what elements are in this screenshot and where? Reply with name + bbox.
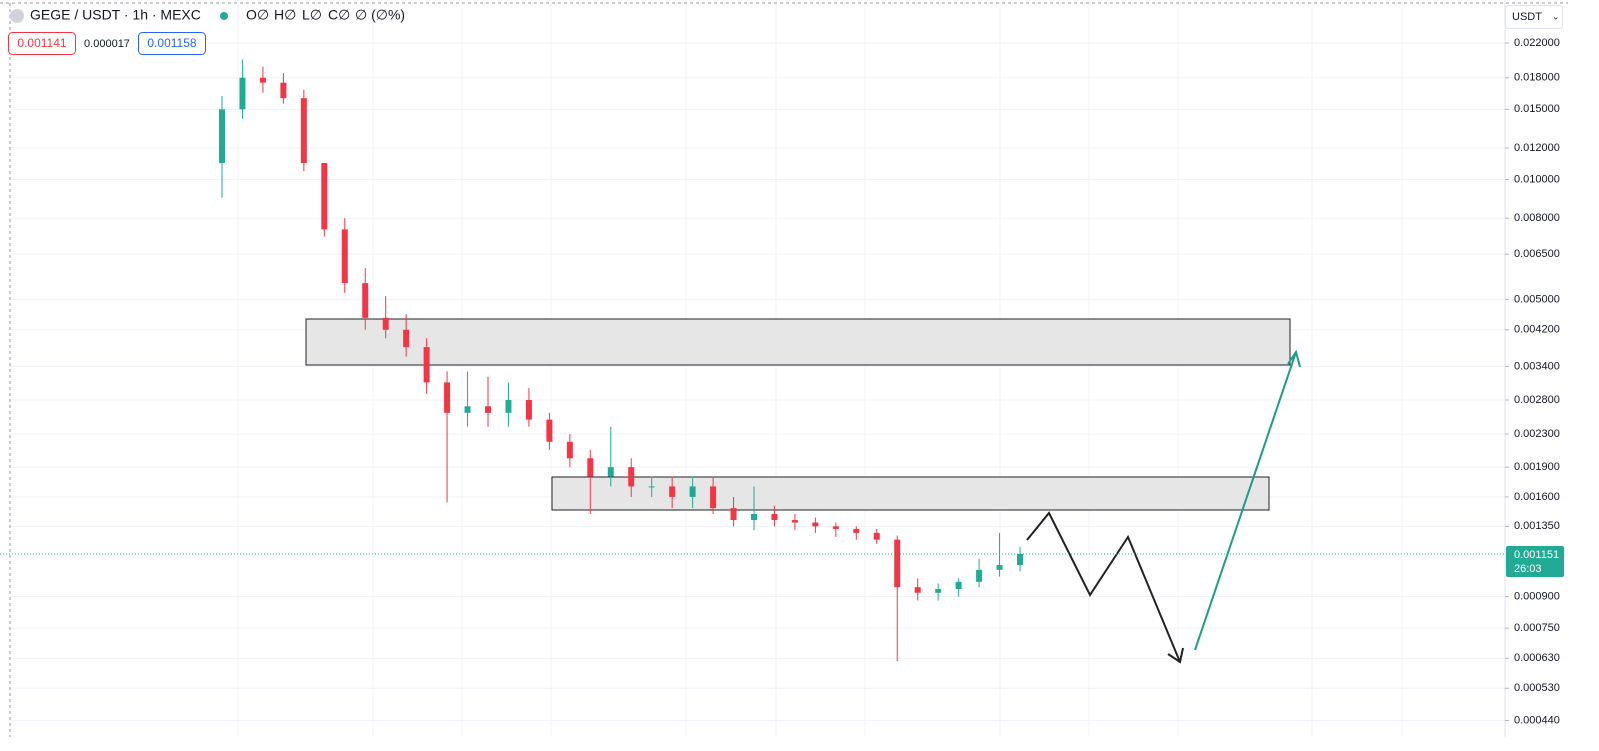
- projection-path: [1026, 511, 1181, 663]
- candle-body: [791, 520, 798, 523]
- candle-body: [689, 486, 696, 497]
- candle-body: [444, 382, 451, 413]
- y-tick-label: 0.002300: [1514, 428, 1560, 440]
- currency-dropdown[interactable]: [1505, 5, 1563, 29]
- y-tick-label: 0.000750: [1514, 622, 1560, 634]
- last-price: 0.001151: [1514, 549, 1559, 561]
- symbol-icon: [10, 9, 24, 23]
- y-tick-label: 0.022000: [1514, 37, 1560, 49]
- candle-body: [464, 406, 471, 413]
- sell-button[interactable]: [8, 32, 76, 55]
- candle-body: [669, 486, 676, 497]
- vertical-grid: [237, 0, 1403, 737]
- target-arrow: [1194, 351, 1297, 651]
- candles: [219, 59, 1023, 662]
- candle-body: [730, 508, 737, 521]
- y-tick-label: 0.001900: [1514, 461, 1560, 473]
- candle-body: [935, 589, 942, 593]
- candle-body: [996, 564, 1003, 570]
- ohlc-change: ∅ (∅%): [355, 7, 405, 23]
- y-tick-label: 0.010000: [1514, 173, 1560, 185]
- candle-body: [955, 581, 962, 590]
- candle-body: [280, 82, 287, 99]
- y-tick-label: 0.000530: [1514, 682, 1560, 694]
- candle-body: [485, 406, 491, 413]
- candle-body: [219, 109, 225, 164]
- candle-body: [239, 77, 246, 110]
- ask[interactable]: 0.001158: [147, 36, 196, 50]
- candle-body: [812, 522, 819, 527]
- support-zone: [551, 476, 1270, 511]
- dropdown-caret: ⌄: [1552, 11, 1560, 21]
- y-tick-label: 0.001350: [1514, 520, 1560, 532]
- candle-body: [853, 528, 860, 533]
- ohlc-h: H∅: [274, 7, 296, 23]
- y-tick-label: 0.002800: [1514, 394, 1560, 406]
- price-axis: 0.022000 0.018000 0.015000 0.012000 0.010000…: [1505, 37, 1560, 726]
- y-tick-label: 0.015000: [1514, 103, 1560, 115]
- candle-body: [976, 569, 983, 582]
- arrow-head: [1167, 647, 1184, 664]
- candle-body: [423, 347, 430, 383]
- candle-body: [751, 513, 757, 521]
- candle-body: [546, 419, 553, 442]
- last-price-box: [1506, 545, 1564, 577]
- horizontal-grid: [10, 42, 1505, 721]
- spread: 0.000017: [84, 38, 130, 50]
- candle-body: [832, 526, 839, 529]
- y-tick-label: 0.008000: [1514, 212, 1560, 224]
- candle-body: [873, 532, 880, 540]
- candle-body: [300, 98, 307, 164]
- bid[interactable]: 0.001141: [17, 36, 66, 50]
- ohlc-o: O∅: [246, 7, 269, 23]
- y-tick-label: 0.006500: [1514, 248, 1560, 260]
- candle-body: [566, 441, 573, 459]
- currency[interactable]: USDT: [1512, 11, 1542, 23]
- y-tick-label: 0.000440: [1514, 714, 1560, 726]
- candle-body: [628, 467, 635, 487]
- ohlc-c: C∅: [328, 7, 350, 23]
- y-tick-label: 0.018000: [1514, 72, 1560, 84]
- market-status: [220, 12, 228, 20]
- arrow-head: [1287, 349, 1301, 368]
- resistance-zone: [305, 318, 1291, 366]
- candle-body: [607, 467, 614, 477]
- candle-body: [894, 539, 901, 588]
- countdown: 26:03: [1514, 563, 1542, 575]
- candle-body: [382, 317, 389, 330]
- candle-body: [525, 400, 532, 420]
- candle-body: [259, 77, 266, 83]
- buy-button[interactable]: [138, 32, 206, 55]
- y-tick-label: 0.001600: [1514, 491, 1560, 503]
- candle-body: [771, 513, 778, 521]
- candle-body: [505, 400, 512, 413]
- y-tick-label: 0.012000: [1514, 142, 1560, 154]
- candle-body: [362, 283, 369, 318]
- y-tick-label: 0.004200: [1514, 324, 1560, 336]
- candle-body: [1017, 553, 1023, 565]
- candle-body: [648, 486, 655, 488]
- y-tick-label: 0.005000: [1514, 293, 1560, 305]
- symbol-title[interactable]: GEGE / USDT · 1h · MEXC: [30, 7, 201, 23]
- y-tick-label: 0.000630: [1514, 652, 1560, 664]
- ohlc-l: L∅: [302, 7, 322, 23]
- candle-body: [321, 163, 328, 230]
- candle-body: [403, 329, 410, 348]
- candle-body: [341, 229, 348, 284]
- candle-body: [914, 587, 921, 593]
- y-tick-label: 0.000900: [1514, 590, 1560, 602]
- candle-body: [587, 458, 594, 477]
- candle-body: [710, 486, 717, 509]
- y-tick-label: 0.003400: [1514, 360, 1560, 372]
